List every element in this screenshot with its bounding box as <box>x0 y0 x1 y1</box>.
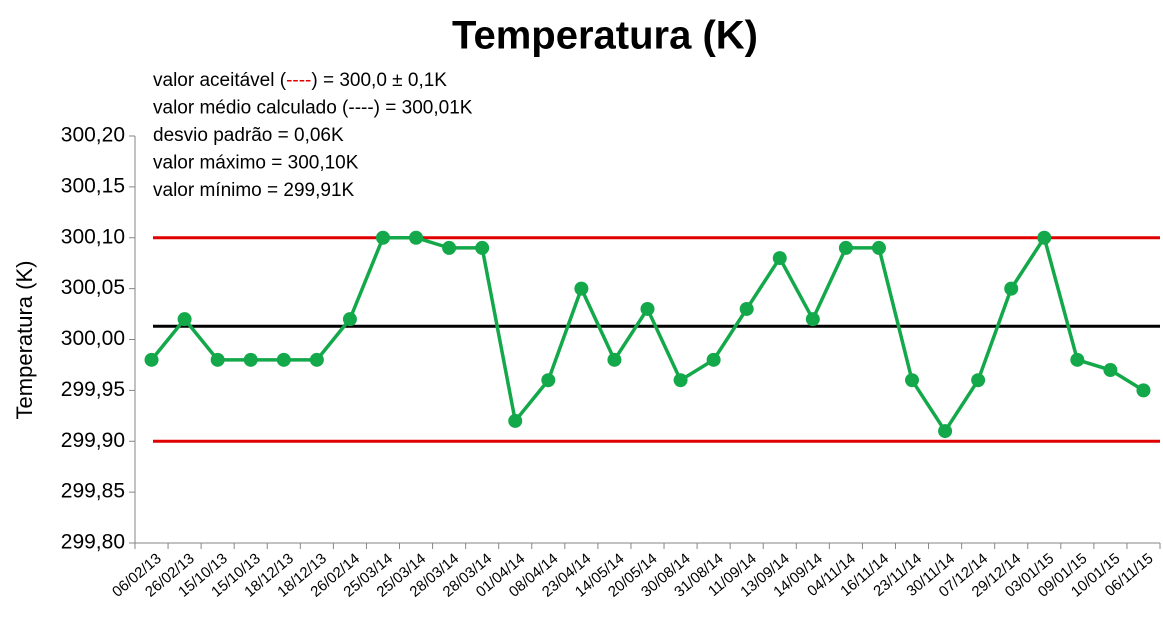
data-point <box>838 240 853 255</box>
data-point <box>342 312 357 327</box>
y-tick-label: 300,15 <box>61 174 125 197</box>
y-tick-label: 300,20 <box>61 124 125 147</box>
data-point <box>210 352 225 367</box>
data-point <box>607 352 622 367</box>
y-tick-label: 299,95 <box>61 378 125 401</box>
series-line <box>150 233 1145 435</box>
data-point <box>475 240 490 255</box>
y-tick-label: 299,80 <box>61 531 125 554</box>
annotation-part: valor médio calculado (----) = 300,01K <box>153 98 473 119</box>
data-point <box>772 251 787 266</box>
y-axis-label: Temperatura (K) <box>12 261 37 420</box>
annotation: desvio padrão = 0,06K <box>153 125 344 146</box>
data-point <box>971 373 986 388</box>
annotation: valor aceitável (----) = 300,0 ± 0,1K <box>153 70 447 91</box>
data-point <box>276 352 291 367</box>
data-point <box>1103 363 1118 378</box>
y-tick-label: 300,10 <box>61 225 125 248</box>
data-point <box>1070 352 1085 367</box>
y-tick-label: 299,85 <box>61 480 125 503</box>
chart-title: Temperatura (K) <box>452 14 758 58</box>
annotation-part: valor máximo = 300,10K <box>153 153 359 174</box>
data-point <box>177 312 192 327</box>
y-tick-label: 300,00 <box>61 327 125 350</box>
annotation-part: valor aceitável ( <box>153 70 287 91</box>
data-point <box>805 312 820 327</box>
data-point <box>309 352 324 367</box>
data-point <box>706 352 721 367</box>
y-tick-label: 300,05 <box>61 276 125 299</box>
data-point <box>1004 281 1019 296</box>
data-point <box>409 230 424 245</box>
annotation-part: ) = 300,0 ± 0,1K <box>311 70 447 91</box>
data-point <box>905 373 920 388</box>
data-point <box>508 413 523 428</box>
data-point <box>1037 230 1052 245</box>
annotation: valor mínimo = 299,91K <box>153 180 355 201</box>
data-point <box>442 240 457 255</box>
data-point <box>375 230 390 245</box>
data-point <box>871 240 886 255</box>
data-point <box>541 373 556 388</box>
data-point <box>673 373 688 388</box>
y-tick-label: 299,90 <box>61 429 125 452</box>
annotation: valor máximo = 300,10K <box>153 153 359 174</box>
data-point <box>938 424 953 439</box>
annotation: valor médio calculado (----) = 300,01K <box>153 98 473 119</box>
annotation-part: valor mínimo = 299,91K <box>153 180 355 201</box>
data-point <box>243 352 258 367</box>
data-point <box>739 301 754 316</box>
annotation-part: ---- <box>286 70 311 91</box>
data-point <box>1136 383 1151 398</box>
data-point <box>640 301 655 316</box>
annotation-part: desvio padrão = 0,06K <box>153 125 344 146</box>
data-point <box>574 281 589 296</box>
data-point <box>144 352 159 367</box>
